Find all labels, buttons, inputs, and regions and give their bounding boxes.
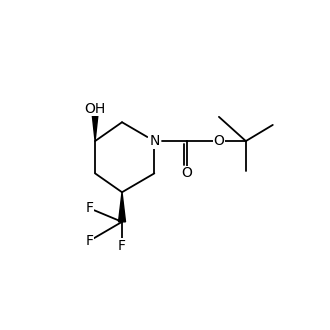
- Polygon shape: [118, 192, 125, 222]
- Text: O: O: [214, 134, 224, 148]
- Text: F: F: [86, 234, 94, 248]
- Text: F: F: [86, 201, 94, 215]
- Text: OH: OH: [84, 102, 106, 116]
- Polygon shape: [92, 109, 99, 141]
- Text: N: N: [149, 134, 159, 148]
- Text: O: O: [181, 166, 192, 181]
- Text: F: F: [118, 239, 126, 253]
